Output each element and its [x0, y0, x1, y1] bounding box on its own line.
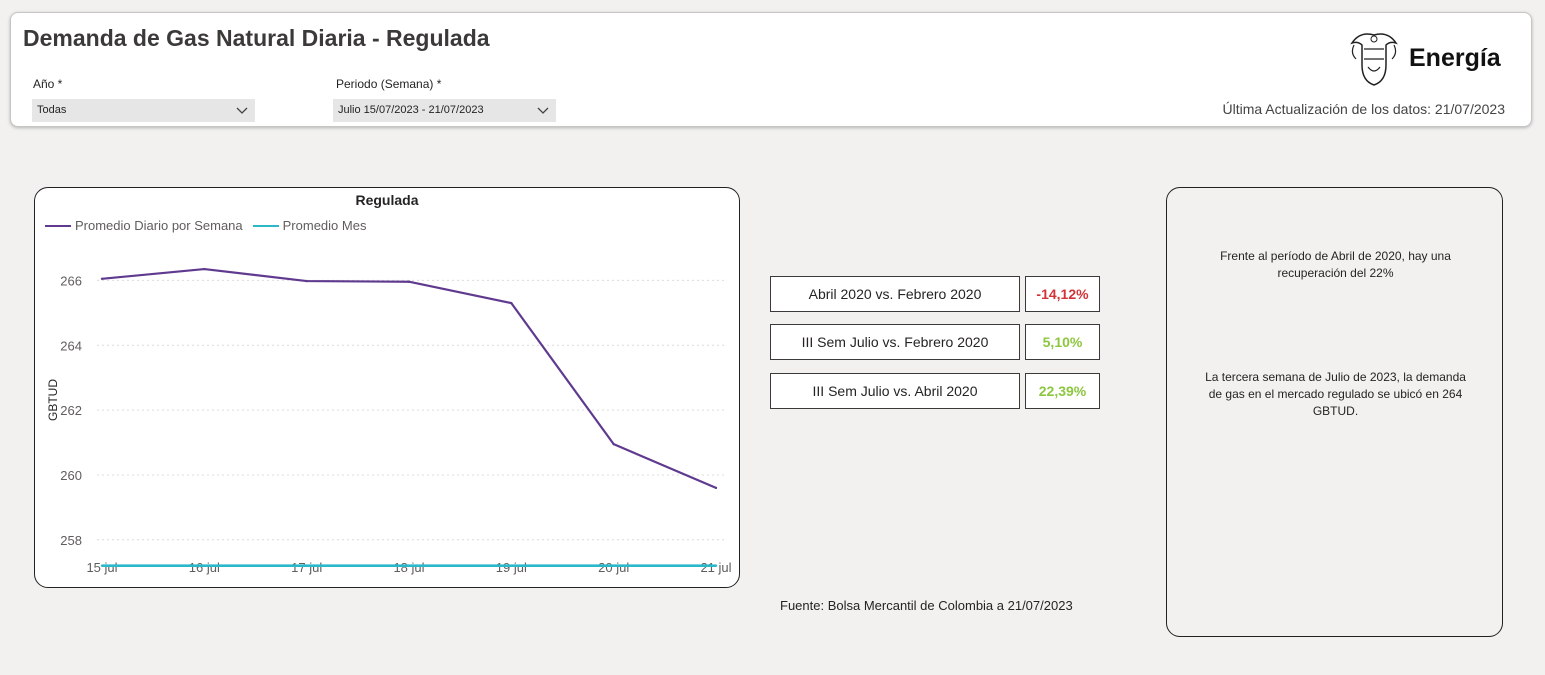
data-point — [510, 564, 513, 567]
data-point — [510, 301, 513, 305]
x-tick-label: 15 jul — [86, 560, 117, 575]
chevron-down-icon — [537, 107, 549, 114]
kpi-label-abril-vs-febrero: Abril 2020 vs. Febrero 2020 — [770, 276, 1020, 312]
data-point — [714, 564, 718, 567]
kpi-value-julio-vs-febrero: 5,10% — [1025, 324, 1100, 360]
y-tick-label: 262 — [60, 403, 82, 418]
y-tick-label: 260 — [60, 468, 82, 483]
x-tick-label: 20 jul — [598, 560, 629, 575]
year-filter-value: Todas — [37, 104, 67, 116]
series-line-weekly — [101, 267, 717, 489]
x-tick-label: 16 jul — [189, 560, 220, 575]
data-point — [305, 564, 308, 567]
data-point — [407, 564, 411, 567]
narrative-paragraph-1: Frente al período de Abril de 2020, hay … — [1220, 249, 1451, 280]
year-filter-dropdown[interactable]: Todas — [32, 99, 255, 122]
period-filter-value: Julio 15/07/2023 - 21/07/2023 — [338, 104, 484, 116]
data-point — [203, 564, 206, 567]
kpi-value-julio-vs-abril: 22,39% — [1025, 373, 1100, 409]
chart-title: Regulada — [355, 192, 419, 208]
chart-legend: Promedio Diario por Semana Promedio Mes — [45, 218, 370, 233]
kpi-label-julio-vs-abril: III Sem Julio vs. Abril 2020 — [770, 373, 1020, 409]
period-filter-label: Periodo (Semana) * — [336, 77, 442, 91]
x-tick-label: 17 jul — [291, 560, 322, 575]
data-point — [100, 277, 104, 280]
last-update-text: Última Actualización de los datos: 21/07… — [1222, 101, 1505, 117]
report-header: Demanda de Gas Natural Diaria - Regulada… — [10, 12, 1532, 127]
legend-label: Promedio Mes — [282, 218, 367, 233]
kpi-value-abril-vs-febrero: -14,12% — [1025, 276, 1100, 312]
data-point — [305, 279, 308, 283]
source-note: Fuente: Bolsa Mercantil de Colombia a 21… — [780, 598, 1073, 613]
legend-swatch — [252, 224, 279, 227]
narrative-card: Frente al período de Abril de 2020, hay … — [1166, 187, 1503, 637]
logo-text: Energía — [1409, 44, 1501, 72]
chevron-down-icon — [236, 107, 248, 114]
y-tick-label: 258 — [60, 533, 82, 548]
page-title: Demanda de Gas Natural Diaria - Regulada — [23, 25, 490, 51]
coat-of-arms-logo-icon — [1350, 33, 1398, 86]
data-point — [203, 267, 206, 271]
data-point — [407, 280, 411, 283]
y-tick-label: 266 — [60, 273, 82, 288]
legend-item-weekly: Promedio Diario por Semana — [45, 218, 243, 233]
narrative-paragraph-2: La tercera semana de Julio de 2023, la d… — [1205, 370, 1466, 418]
legend-item-monthly: Promedio Mes — [252, 218, 367, 233]
regulated-demand-chart: Regulada Promedio Diario por Semana Prom… — [34, 187, 740, 588]
legend-swatch — [45, 224, 71, 227]
data-point — [612, 442, 615, 446]
y-tick-label: 264 — [60, 338, 82, 353]
y-axis-label: GBTUD — [46, 379, 60, 421]
line-plot: 266 264 262 260 258 15 jul 16 jul 17 jul 18 jul 1… — [46, 267, 732, 575]
x-tick-label: 19 jul — [496, 560, 527, 575]
x-tick-label: 21 jul — [700, 560, 731, 575]
data-point — [100, 564, 104, 567]
kpi-label-julio-vs-febrero: III Sem Julio vs. Febrero 2020 — [770, 324, 1020, 360]
period-filter-dropdown[interactable]: Julio 15/07/2023 - 21/07/2023 — [333, 99, 556, 122]
legend-label: Promedio Diario por Semana — [75, 218, 243, 233]
data-point — [714, 486, 718, 490]
year-filter-label: Año * — [33, 77, 63, 91]
data-point — [612, 564, 615, 567]
x-tick-label: 18 jul — [393, 560, 424, 575]
